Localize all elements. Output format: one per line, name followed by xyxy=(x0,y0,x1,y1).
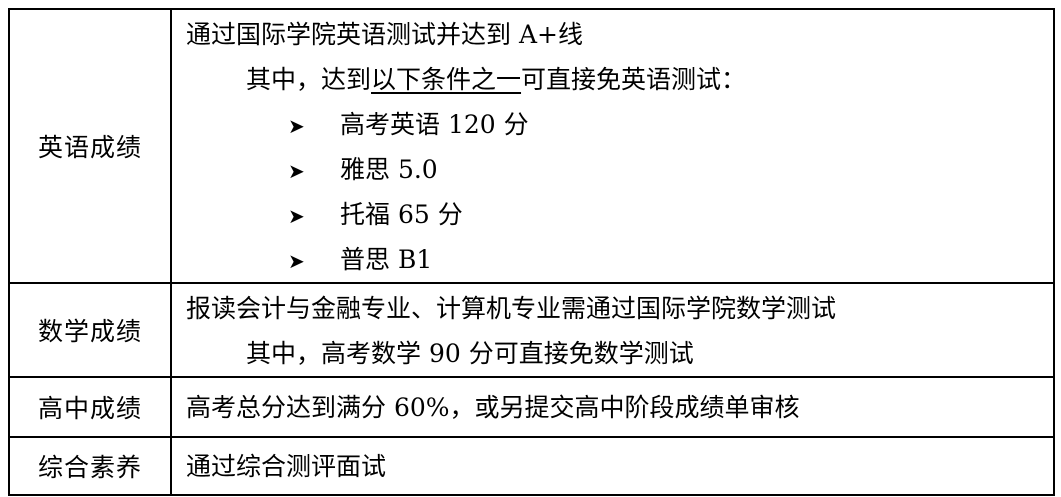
table-row: 高中成绩 高考总分达到满分 60%，或另提交高中阶段成绩单审核 xyxy=(8,376,1055,438)
list-item: ➤ 托福 65 分 xyxy=(172,192,1053,237)
requirement-text: 高考总分达到满分 60%，或另提交高中阶段成绩单审核 xyxy=(186,392,800,422)
list-item-text: 雅思 5.0 xyxy=(340,155,438,184)
row-content: 高考总分达到满分 60%，或另提交高中阶段成绩单审核 xyxy=(170,376,1055,438)
requirement-text: 通过综合测评面试 xyxy=(186,451,387,481)
list-item-text: 普思 B1 xyxy=(340,245,433,274)
table-row: 数学成绩 报读会计与金融专业、计算机专业需通过国际学院数学测试 其中，高考数学 … xyxy=(8,282,1055,378)
row-label: 高中成绩 xyxy=(8,376,172,438)
list-item-text: 托福 65 分 xyxy=(340,200,463,229)
exemption-suffix: 可直接免英语测试： xyxy=(521,65,747,94)
exemption-text: 其中，高考数学 90 分可直接免数学测试 xyxy=(246,339,694,368)
arrowhead-right-icon: ➤ xyxy=(288,114,305,138)
requirement-text: 报读会计与金融专业、计算机专业需通过国际学院数学测试 xyxy=(186,294,837,323)
exemption-underlined: 以下条件之一 xyxy=(371,65,522,94)
row-label: 综合素养 xyxy=(8,436,172,496)
row-content: 通过国际学院英语测试并达到 A+线 其中，达到以下条件之一可直接免英语测试： ➤… xyxy=(170,8,1055,284)
table-row: 综合素养 通过综合测评面试 xyxy=(8,436,1055,496)
row-content: 报读会计与金融专业、计算机专业需通过国际学院数学测试 其中，高考数学 90 分可… xyxy=(170,282,1055,378)
list-item: ➤ 雅思 5.0 xyxy=(172,147,1053,192)
arrowhead-right-icon: ➤ xyxy=(288,159,305,183)
exemption-text: 其中，达到以下条件之一可直接免英语测试： xyxy=(172,57,1053,102)
table-row: 英语成绩 通过国际学院英语测试并达到 A+线 其中，达到以下条件之一可直接免英语… xyxy=(8,8,1055,284)
row-label: 英语成绩 xyxy=(8,8,172,284)
list-item: ➤ 高考英语 120 分 xyxy=(172,102,1053,147)
arrowhead-right-icon: ➤ xyxy=(288,249,305,273)
row-label: 数学成绩 xyxy=(8,282,172,378)
list-item: ➤ 普思 B1 xyxy=(172,237,1053,282)
arrowhead-right-icon: ➤ xyxy=(288,204,305,228)
admission-requirements-table: 英语成绩 通过国际学院英语测试并达到 A+线 其中，达到以下条件之一可直接免英语… xyxy=(8,8,1055,496)
exemption-prefix: 其中，达到 xyxy=(246,65,372,94)
list-item-text: 高考英语 120 分 xyxy=(340,110,529,139)
requirement-text: 通过国际学院英语测试并达到 A+线 xyxy=(186,20,583,49)
row-content: 通过综合测评面试 xyxy=(170,436,1055,496)
